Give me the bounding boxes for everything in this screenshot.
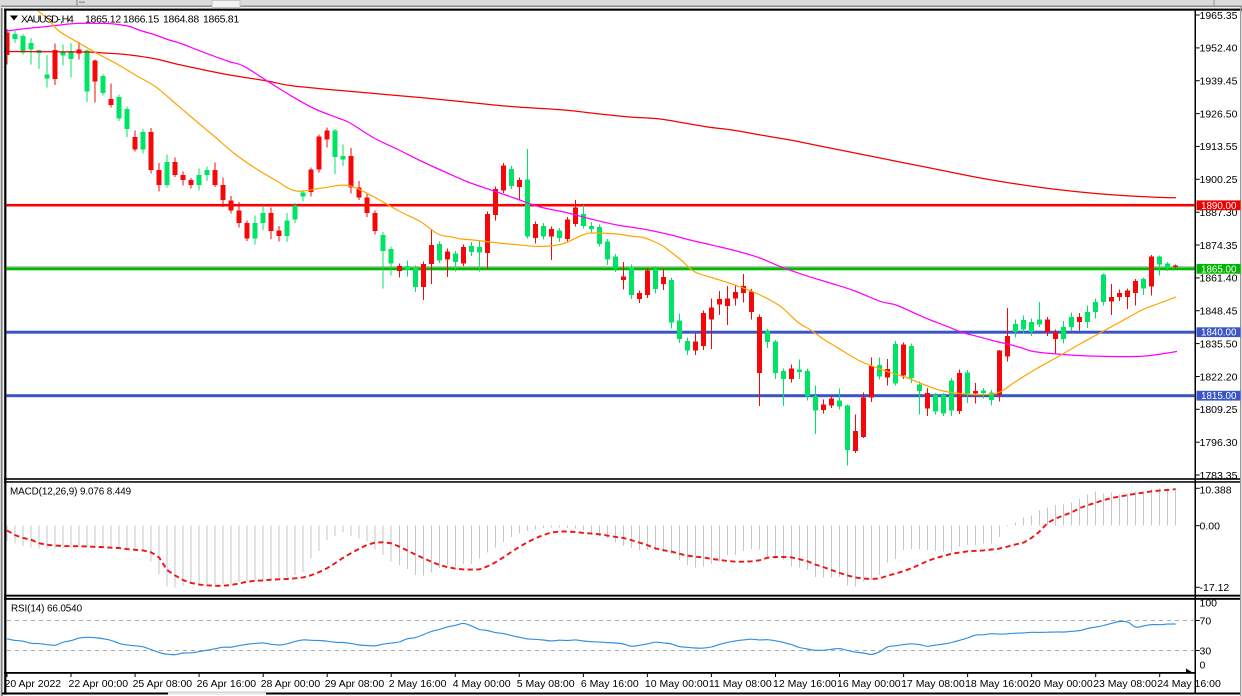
svg-text:10 May 00:00: 10 May 00:00 <box>645 678 709 690</box>
svg-text:1848.45: 1848.45 <box>1200 306 1238 318</box>
svg-text:1952.40: 1952.40 <box>1200 43 1238 55</box>
svg-text:1796.30: 1796.30 <box>1200 437 1238 449</box>
svg-text:20 May 00:00: 20 May 00:00 <box>1029 678 1093 690</box>
svg-text:1874.35: 1874.35 <box>1200 240 1238 252</box>
svg-text:XAUUSD-,H4: XAUUSD-,H4 <box>21 14 74 26</box>
svg-text:MACD(12,26,9) 9.076 8.449: MACD(12,26,9) 9.076 8.449 <box>10 486 132 497</box>
svg-text:20 Apr 2022: 20 Apr 2022 <box>5 678 62 690</box>
svg-text:1865.12: 1865.12 <box>85 14 121 26</box>
svg-text:26 Apr 16:00: 26 Apr 16:00 <box>197 678 257 690</box>
svg-text:70: 70 <box>1200 615 1212 627</box>
svg-text:1840.00: 1840.00 <box>1201 328 1237 339</box>
svg-text:1861.40: 1861.40 <box>1200 273 1238 285</box>
svg-text:0: 0 <box>1200 660 1206 672</box>
svg-text:2 May 16:00: 2 May 16:00 <box>389 678 447 690</box>
svg-text:25 Apr 08:00: 25 Apr 08:00 <box>133 678 193 690</box>
svg-text:18 May 16:00: 18 May 16:00 <box>965 678 1029 690</box>
svg-text:1926.50: 1926.50 <box>1200 108 1238 120</box>
svg-text:29 Apr 08:00: 29 Apr 08:00 <box>325 678 385 690</box>
svg-text:17 May 08:00: 17 May 08:00 <box>901 678 965 690</box>
svg-text:1809.25: 1809.25 <box>1200 404 1238 416</box>
svg-text:23 May 08:00: 23 May 08:00 <box>1093 678 1157 690</box>
svg-text:1913.55: 1913.55 <box>1200 141 1238 153</box>
svg-text:30: 30 <box>1200 645 1212 657</box>
svg-text:22 Apr 00:00: 22 Apr 00:00 <box>69 678 129 690</box>
svg-text:11 May 08:00: 11 May 08:00 <box>709 678 772 690</box>
svg-text:0.00: 0.00 <box>1200 521 1221 533</box>
svg-text:12 May 16:00: 12 May 16:00 <box>773 678 837 690</box>
svg-text:4 May 00:00: 4 May 00:00 <box>453 678 511 690</box>
svg-text:100: 100 <box>1200 598 1218 610</box>
svg-text:6 May 16:00: 6 May 16:00 <box>581 678 639 690</box>
svg-text:5 May 08:00: 5 May 08:00 <box>517 678 575 690</box>
svg-text:1783.35: 1783.35 <box>1200 470 1238 482</box>
svg-text:1865.81: 1865.81 <box>203 14 239 26</box>
svg-text:1900.25: 1900.25 <box>1200 174 1238 186</box>
svg-text:1965.35: 1965.35 <box>1200 10 1238 22</box>
svg-text:1890.00: 1890.00 <box>1201 201 1237 212</box>
svg-text:1822.20: 1822.20 <box>1200 371 1238 383</box>
svg-text:-17.12: -17.12 <box>1200 582 1230 594</box>
svg-text:1866.15: 1866.15 <box>123 14 159 26</box>
svg-text:1864.88: 1864.88 <box>163 14 199 26</box>
svg-text:1939.45: 1939.45 <box>1200 76 1238 88</box>
svg-text:10.388: 10.388 <box>1200 484 1232 496</box>
svg-text:16 May 00:00: 16 May 00:00 <box>837 678 901 690</box>
svg-text:1835.50: 1835.50 <box>1200 338 1238 350</box>
svg-text:1865.00: 1865.00 <box>1201 264 1237 275</box>
svg-text:28 Apr 00:00: 28 Apr 00:00 <box>261 678 321 690</box>
svg-text:24 May 16:00: 24 May 16:00 <box>1157 678 1221 690</box>
svg-text:1815.00: 1815.00 <box>1201 391 1237 402</box>
svg-text:RSI(14) 66.0540: RSI(14) 66.0540 <box>11 603 83 614</box>
